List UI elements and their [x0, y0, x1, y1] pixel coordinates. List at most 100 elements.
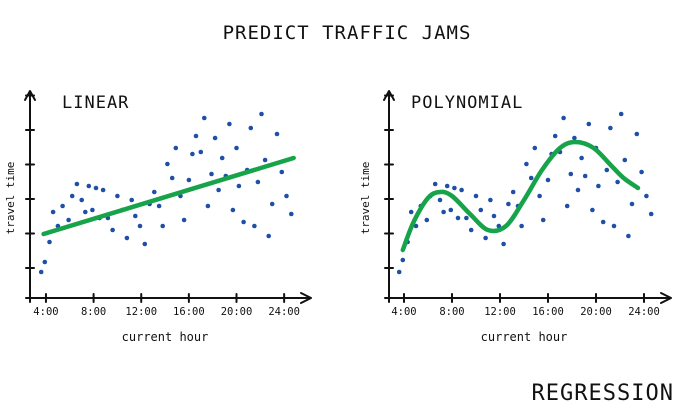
data-point: [83, 209, 88, 215]
data-point: [133, 213, 138, 219]
data-point: [448, 207, 454, 213]
x-tick-label: 12:00: [125, 306, 157, 318]
x-tick-label: 12:00: [484, 306, 516, 318]
data-point: [262, 157, 268, 163]
data-point: [274, 131, 280, 137]
x-axis-arrow: [660, 292, 672, 304]
data-point: [478, 207, 484, 213]
data-point: [400, 257, 406, 263]
data-point: [219, 155, 225, 161]
data-point: [202, 115, 207, 121]
data-point: [69, 193, 75, 199]
data-point: [444, 183, 450, 189]
data-point: [596, 183, 601, 189]
data-point: [618, 111, 624, 117]
data-point: [586, 121, 592, 127]
data-point: [198, 149, 204, 155]
data-point: [129, 197, 134, 203]
data-point: [582, 173, 588, 179]
data-point: [110, 227, 115, 233]
data-point: [437, 197, 443, 203]
x-tick-label: 8:00: [81, 306, 106, 318]
data-point: [173, 145, 179, 151]
data-point: [279, 169, 285, 175]
x-tick-label: 20:00: [221, 306, 253, 318]
data-point: [519, 223, 524, 229]
data-point: [209, 171, 214, 177]
data-point: [634, 131, 640, 137]
data-point: [181, 217, 187, 223]
data-point: [90, 207, 95, 213]
x-tick-label: 24:00: [268, 306, 300, 318]
data-point: [259, 111, 264, 117]
data-point: [38, 269, 44, 275]
data-point: [432, 181, 438, 187]
data-point: [236, 183, 242, 189]
x-tick-label: 16:00: [173, 306, 205, 318]
x-axis-arrow: [300, 292, 312, 304]
data-point: [42, 259, 48, 265]
data-point: [248, 125, 254, 131]
y-axis-arrow: [383, 90, 395, 101]
data-point: [552, 133, 558, 139]
x-tick-label: 20:00: [580, 306, 612, 318]
x-tick-label: 4:00: [33, 306, 58, 318]
data-point: [473, 193, 479, 199]
data-point: [496, 223, 502, 229]
data-point: [468, 227, 474, 233]
data-point: [142, 241, 148, 247]
data-point: [459, 187, 464, 193]
data-point: [501, 241, 506, 247]
data-point: [524, 161, 529, 167]
data-point: [600, 219, 606, 225]
data-point: [564, 203, 570, 209]
data-point: [483, 235, 488, 241]
data-point: [50, 209, 56, 215]
data-point: [284, 193, 289, 199]
data-point: [408, 209, 414, 215]
data-point: [186, 177, 192, 183]
data-point: [545, 177, 551, 183]
data-point: [396, 269, 402, 275]
x-tick-label: 8:00: [439, 306, 464, 318]
data-point: [528, 175, 534, 181]
data-point: [269, 201, 275, 207]
data-point: [115, 193, 120, 199]
data-point: [537, 193, 542, 199]
x-tick-label: 16:00: [532, 306, 564, 318]
data-point: [615, 179, 620, 185]
data-point: [644, 193, 649, 199]
data-point: [590, 207, 595, 213]
data-point: [230, 207, 236, 213]
data-point: [234, 145, 239, 151]
data-point: [252, 223, 257, 229]
data-point: [561, 115, 566, 121]
x-tick-label: 4:00: [391, 306, 416, 318]
polynomial-chart: 4:00 8:00 12:00 16:00 20:00 24:00 POLYNOMIAL cu…: [359, 90, 672, 344]
y-axis-label: travel time: [4, 162, 17, 235]
data-point: [66, 217, 71, 223]
page-title: PREDICT TRAFFIC JAMS: [222, 22, 472, 44]
data-point: [255, 179, 261, 185]
data-point: [579, 155, 584, 161]
data-point: [124, 235, 130, 241]
data-point: [464, 215, 469, 221]
x-tick-label: 24:00: [628, 306, 660, 318]
data-point: [532, 145, 538, 151]
data-point: [60, 203, 65, 209]
data-point: [608, 125, 613, 131]
data-point: [413, 223, 419, 229]
footer-label: REGRESSION: [531, 381, 674, 406]
data-point: [156, 203, 162, 209]
data-point: [626, 233, 631, 239]
data-point: [137, 223, 143, 229]
data-point: [639, 169, 644, 175]
data-point: [629, 201, 635, 207]
data-point: [165, 161, 170, 167]
y-axis-arrow: [24, 90, 36, 101]
data-point: [648, 211, 654, 217]
data-point: [572, 135, 577, 141]
data-point: [193, 133, 199, 139]
data-point: [424, 217, 430, 223]
x-axis-label: current hour: [481, 330, 568, 344]
